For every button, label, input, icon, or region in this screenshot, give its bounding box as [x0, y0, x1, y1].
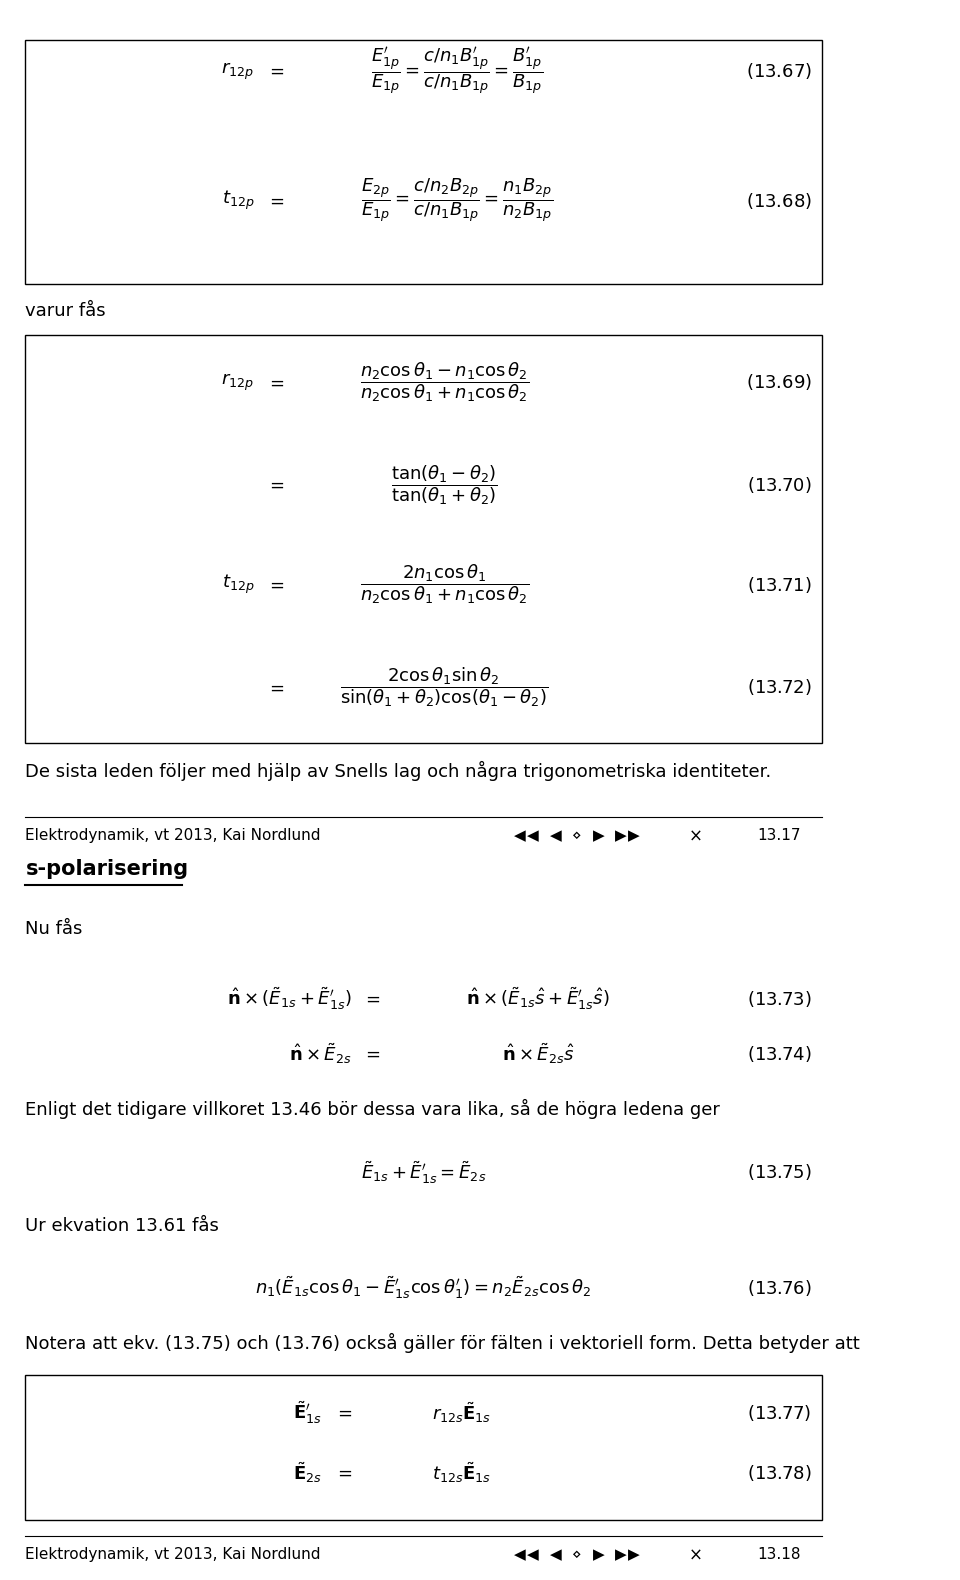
Text: Nu fås: Nu fås [25, 920, 83, 939]
Text: $\dfrac{2\cos\theta_1\sin\theta_2}{\sin(\theta_1+\theta_2)\cos(\theta_1-\theta_2: $\dfrac{2\cos\theta_1\sin\theta_2}{\sin(… [341, 665, 549, 709]
Text: $r_{12s}\tilde{\mathbf{E}}_{1s}$: $r_{12s}\tilde{\mathbf{E}}_{1s}$ [432, 1400, 492, 1425]
Text: $\dfrac{E_{2p}}{E_{1p}} = \dfrac{c/n_2 B_{2p}}{c/n_1 B_{1p}} = \dfrac{n_1 B_{2p}: $\dfrac{E_{2p}}{E_{1p}} = \dfrac{c/n_2 B… [361, 177, 553, 224]
Text: $\hat{\mathbf{n}} \times (\tilde{E}_{1s} + \tilde{E}^{\prime}_{1s})$: $\hat{\mathbf{n}} \times (\tilde{E}_{1s}… [227, 986, 351, 1011]
Text: $(13.67)$: $(13.67)$ [746, 62, 812, 81]
Text: $(13.78)$: $(13.78)$ [747, 1463, 811, 1482]
Text: $=$: $=$ [362, 989, 380, 1008]
Text: $\dfrac{2n_1\cos\theta_1}{n_2\cos\theta_1 + n_1\cos\theta_2}$: $\dfrac{2n_1\cos\theta_1}{n_2\cos\theta_… [360, 562, 529, 607]
Text: Elektrodynamik, vt 2013, Kai Nordlund: Elektrodynamik, vt 2013, Kai Nordlund [25, 1547, 321, 1563]
Text: $=$: $=$ [362, 1044, 380, 1063]
Text: $(13.74)$: $(13.74)$ [747, 1044, 811, 1063]
Text: $r_{12p}$: $r_{12p}$ [221, 60, 254, 82]
Text: $\dfrac{n_2\cos\theta_1 - n_1\cos\theta_2}{n_2\cos\theta_1 + n_1\cos\theta_2}$: $\dfrac{n_2\cos\theta_1 - n_1\cos\theta_… [360, 360, 529, 404]
Text: $=$: $=$ [334, 1403, 352, 1422]
Text: $=$: $=$ [266, 678, 284, 697]
Text: $=$: $=$ [266, 476, 284, 495]
Text: $(13.73)$: $(13.73)$ [747, 989, 811, 1008]
Text: Elektrodynamik, vt 2013, Kai Nordlund: Elektrodynamik, vt 2013, Kai Nordlund [25, 828, 321, 844]
Text: $\hat{\mathbf{n}} \times \tilde{E}_{2s}$: $\hat{\mathbf{n}} \times \tilde{E}_{2s}$ [289, 1041, 351, 1066]
Text: $(13.70)$: $(13.70)$ [747, 476, 811, 495]
Text: $t_{12p}$: $t_{12p}$ [222, 574, 254, 596]
Text: $n_1(\tilde{E}_{1s}\cos\theta_1 - \tilde{E}^{\prime}_{1s}\cos\theta^{\prime}_1) : $n_1(\tilde{E}_{1s}\cos\theta_1 - \tilde… [255, 1275, 591, 1300]
Text: $\times$: $\times$ [687, 1545, 702, 1564]
Text: $(13.68)$: $(13.68)$ [746, 191, 812, 210]
Text: $=$: $=$ [266, 62, 284, 81]
Text: $\tilde{E}_{1s} + \tilde{E}^{\prime}_{1s} = \tilde{E}_{2s}$: $\tilde{E}_{1s} + \tilde{E}^{\prime}_{1s… [361, 1160, 486, 1185]
Text: $\hat{\mathbf{n}} \times (\tilde{E}_{1s}\hat{s} + \tilde{E}^{\prime}_{1s}\hat{s}: $\hat{\mathbf{n}} \times (\tilde{E}_{1s}… [466, 986, 610, 1011]
Text: 13.17: 13.17 [757, 828, 801, 844]
Text: $\tilde{\mathbf{E}}^{\prime}_{1s}$: $\tilde{\mathbf{E}}^{\prime}_{1s}$ [293, 1400, 322, 1425]
Text: $t_{12s}\tilde{\mathbf{E}}_{1s}$: $t_{12s}\tilde{\mathbf{E}}_{1s}$ [432, 1460, 492, 1485]
Text: $(13.69)$: $(13.69)$ [746, 373, 812, 392]
FancyBboxPatch shape [25, 335, 822, 743]
Text: $(13.77)$: $(13.77)$ [747, 1403, 811, 1422]
Text: 13.18: 13.18 [757, 1547, 801, 1563]
Text: $\dfrac{\tan(\theta_1-\theta_2)}{\tan(\theta_1+\theta_2)}$: $\dfrac{\tan(\theta_1-\theta_2)}{\tan(\t… [392, 463, 498, 507]
Text: $\tilde{\mathbf{E}}_{2s}$: $\tilde{\mathbf{E}}_{2s}$ [293, 1460, 322, 1485]
Text: $(13.72)$: $(13.72)$ [747, 678, 811, 697]
Text: $(13.76)$: $(13.76)$ [747, 1278, 811, 1297]
Text: $\blacktriangleleft\!\!\blacktriangleleft\ \blacktriangleleft\ \diamond\ \blackt: $\blacktriangleleft\!\!\blacktrianglelef… [511, 1547, 641, 1563]
Text: $(13.75)$: $(13.75)$ [747, 1163, 811, 1182]
Text: $=$: $=$ [334, 1463, 352, 1482]
Text: Ur ekvation 13.61 fås: Ur ekvation 13.61 fås [25, 1217, 219, 1236]
Text: $r_{12p}$: $r_{12p}$ [221, 371, 254, 393]
Text: varur fås: varur fås [25, 302, 106, 321]
Text: $=$: $=$ [266, 575, 284, 594]
Text: De sista leden följer med hjälp av Snells lag och några trigonometriska identite: De sista leden följer med hjälp av Snell… [25, 762, 772, 781]
Text: Notera att ekv. (13.75) och (13.76) också gäller för fälten i vektoriell form. D: Notera att ekv. (13.75) och (13.76) ocks… [25, 1334, 860, 1352]
Text: $(13.71)$: $(13.71)$ [747, 575, 811, 594]
Text: $\hat{\mathbf{n}} \times \tilde{E}_{2s}\hat{s}$: $\hat{\mathbf{n}} \times \tilde{E}_{2s}\… [501, 1041, 574, 1066]
Text: $\blacktriangleleft\!\!\blacktriangleleft\ \blacktriangleleft\ \diamond\ \blackt: $\blacktriangleleft\!\!\blacktrianglelef… [511, 828, 641, 844]
Text: s-polarisering: s-polarisering [25, 860, 188, 878]
Text: Enligt det tidigare villkoret 13.46 bör dessa vara lika, så de högra ledena ger: Enligt det tidigare villkoret 13.46 bör … [25, 1100, 720, 1119]
Text: $\times$: $\times$ [687, 826, 702, 845]
Text: $=$: $=$ [266, 373, 284, 392]
Text: $=$: $=$ [266, 191, 284, 210]
Text: $t_{12p}$: $t_{12p}$ [222, 190, 254, 212]
Text: $\dfrac{E^{\prime}_{1p}}{E_{1p}} = \dfrac{c/n_1 B^{\prime}_{1p}}{c/n_1 B_{1p}} =: $\dfrac{E^{\prime}_{1p}}{E_{1p}} = \dfra… [372, 46, 543, 96]
FancyBboxPatch shape [25, 1375, 822, 1520]
FancyBboxPatch shape [25, 40, 822, 284]
